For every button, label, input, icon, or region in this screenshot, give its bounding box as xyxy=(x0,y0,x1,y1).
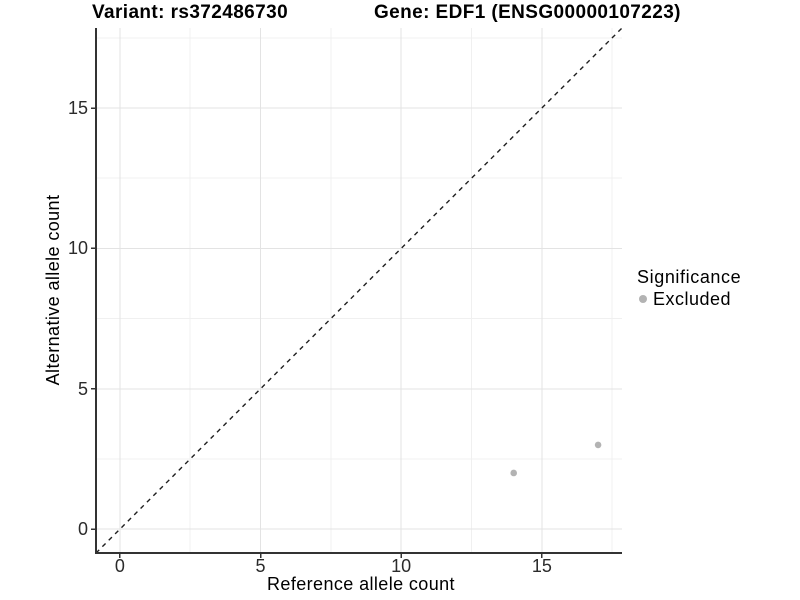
y-tick-label: 0 xyxy=(77,519,88,540)
y-tick-label: 10 xyxy=(67,238,88,259)
legend-item-label: Excluded xyxy=(653,289,732,309)
legend-item-excluded: Excluded xyxy=(637,289,741,309)
gene-title: Gene: EDF1 (ENSG00000107223) xyxy=(374,2,681,23)
data-point xyxy=(510,469,518,477)
data-point xyxy=(594,441,602,449)
legend: Significance Excluded xyxy=(637,266,741,309)
y-tick-label: 5 xyxy=(77,378,88,399)
x-tick-label: 0 xyxy=(114,556,125,576)
y-tick-label: 15 xyxy=(67,98,88,118)
legend-title: Significance xyxy=(637,267,742,287)
excluded-point-icon xyxy=(639,295,647,303)
x-tick-label: 10 xyxy=(391,556,412,576)
x-tick-label: 15 xyxy=(531,556,552,576)
variant-title: Variant: rs372486730 xyxy=(92,2,289,23)
x-tick-label: 5 xyxy=(255,556,266,576)
x-axis-title: Reference allele count xyxy=(267,574,455,594)
identity-line xyxy=(95,27,623,554)
y-axis-title: Alternative allele count xyxy=(43,194,63,386)
